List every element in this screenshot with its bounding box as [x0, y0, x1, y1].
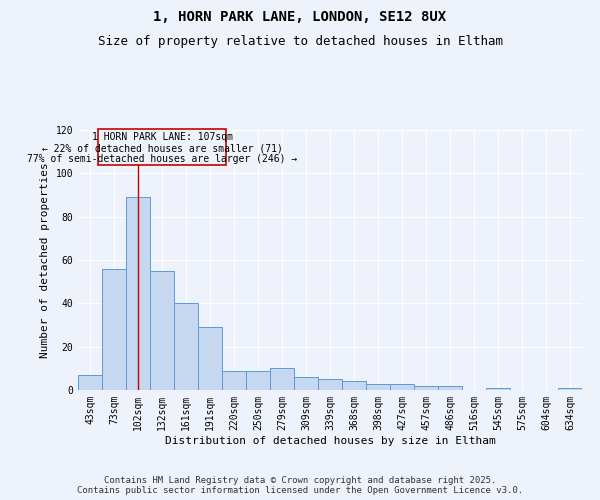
Bar	[318, 379, 342, 390]
Text: 1 HORN PARK LANE: 107sqm: 1 HORN PARK LANE: 107sqm	[91, 132, 233, 142]
X-axis label: Distribution of detached houses by size in Eltham: Distribution of detached houses by size …	[164, 436, 496, 446]
Bar	[366, 384, 390, 390]
Bar	[174, 304, 198, 390]
Text: ← 22% of detached houses are smaller (71): ← 22% of detached houses are smaller (71…	[41, 143, 283, 153]
Bar	[558, 388, 582, 390]
Bar	[390, 384, 414, 390]
Text: Contains HM Land Registry data © Crown copyright and database right 2025.
Contai: Contains HM Land Registry data © Crown c…	[77, 476, 523, 495]
Bar	[486, 388, 510, 390]
Text: Size of property relative to detached houses in Eltham: Size of property relative to detached ho…	[97, 35, 503, 48]
Bar	[150, 271, 174, 390]
Bar	[294, 377, 318, 390]
Bar	[246, 370, 270, 390]
Bar	[222, 370, 246, 390]
Y-axis label: Number of detached properties: Number of detached properties	[40, 162, 50, 358]
Bar	[270, 368, 294, 390]
Bar	[126, 197, 150, 390]
Bar	[414, 386, 438, 390]
Bar	[438, 386, 462, 390]
Text: 1, HORN PARK LANE, LONDON, SE12 8UX: 1, HORN PARK LANE, LONDON, SE12 8UX	[154, 10, 446, 24]
Bar	[102, 268, 126, 390]
Bar	[78, 375, 102, 390]
Text: 77% of semi-detached houses are larger (246) →: 77% of semi-detached houses are larger (…	[27, 154, 297, 164]
FancyBboxPatch shape	[98, 129, 226, 164]
Bar	[342, 382, 366, 390]
Bar	[198, 327, 222, 390]
